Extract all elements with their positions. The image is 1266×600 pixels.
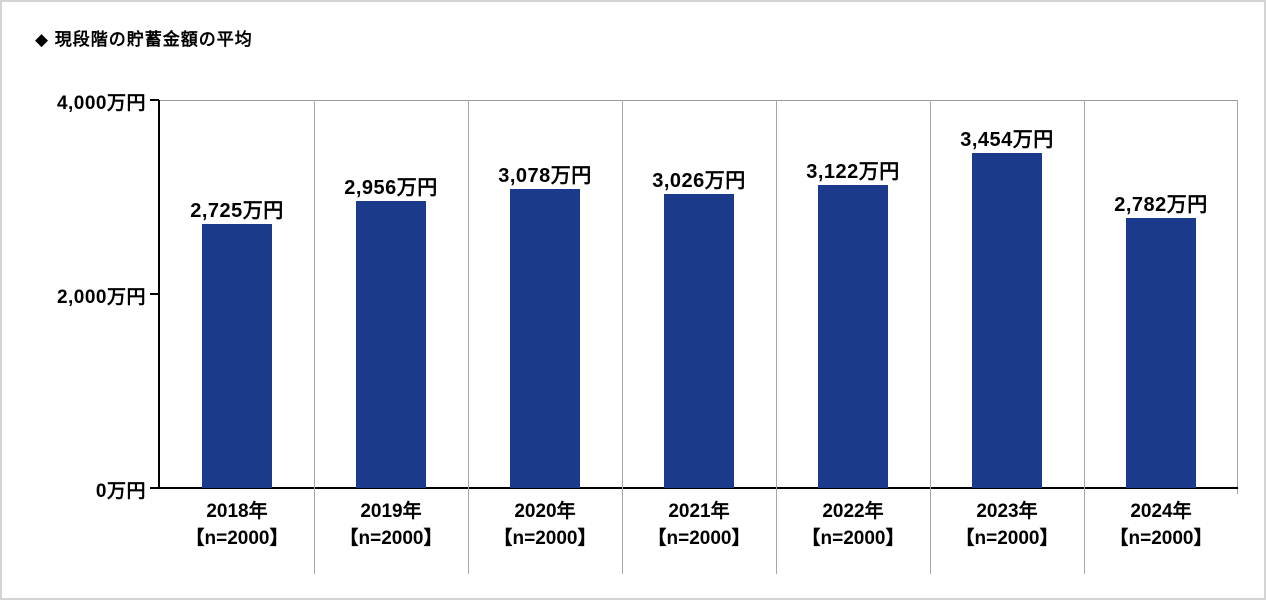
x-axis-label-sample-size: 【n=2000】	[647, 528, 751, 549]
x-axis-label-sample-size: 【n=2000】	[955, 528, 1059, 549]
y-axis-tick-label: 4,000万円	[56, 93, 146, 114]
x-axis-label-year: 2019年	[360, 501, 422, 522]
y-axis-tick	[150, 99, 159, 101]
x-axis-label-year: 2022年	[822, 501, 884, 522]
x-axis-label-year: 2023年	[976, 501, 1038, 522]
bar-value-label: 2,956万円	[344, 177, 438, 199]
x-axis-label: 2020年【n=2000】	[468, 498, 622, 552]
bar	[510, 189, 580, 488]
bar	[202, 224, 272, 488]
x-axis-label-sample-size: 【n=2000】	[339, 528, 443, 549]
chart-title: ◆ 現段階の貯蓄金額の平均	[35, 30, 253, 49]
x-axis-label: 2024年【n=2000】	[1084, 498, 1238, 552]
bar-value-label: 3,454万円	[960, 129, 1054, 151]
bar-value-label: 3,026万円	[652, 170, 746, 192]
column-divider	[1084, 100, 1085, 574]
x-axis-label-year: 2021年	[668, 501, 730, 522]
bar	[972, 153, 1042, 488]
x-axis-label: 2018年【n=2000】	[160, 498, 314, 552]
y-axis-tick	[150, 293, 159, 295]
bar	[1126, 218, 1196, 488]
y-axis-tick-label: 2,000万円	[56, 287, 146, 308]
bar	[818, 185, 888, 488]
column-divider	[468, 100, 469, 574]
bar-value-label: 2,782万円	[1114, 194, 1208, 216]
bar	[664, 194, 734, 488]
x-axis-label: 2019年【n=2000】	[314, 498, 468, 552]
y-axis-tick-label: 0万円	[95, 481, 146, 502]
x-axis-label-year: 2018年	[206, 501, 268, 522]
x-axis-label-sample-size: 【n=2000】	[1109, 528, 1213, 549]
x-axis-label-sample-size: 【n=2000】	[801, 528, 905, 549]
plot-right-border	[1237, 100, 1238, 494]
bar	[356, 201, 426, 488]
column-divider	[930, 100, 931, 574]
x-axis-label: 2022年【n=2000】	[776, 498, 930, 552]
column-divider	[776, 100, 777, 574]
x-axis-label-year: 2020年	[514, 501, 576, 522]
x-axis-label-year: 2024年	[1130, 501, 1192, 522]
y-axis-line	[158, 100, 160, 489]
column-divider	[622, 100, 623, 574]
bar-value-label: 3,122万円	[806, 161, 900, 183]
x-axis-label: 2021年【n=2000】	[622, 498, 776, 552]
bar-value-label: 3,078万円	[498, 165, 592, 187]
y-axis-tick	[150, 487, 159, 489]
x-axis-label-sample-size: 【n=2000】	[185, 528, 289, 549]
x-axis-label: 2023年【n=2000】	[930, 498, 1084, 552]
plot-top-border	[159, 100, 1238, 101]
x-axis-label-sample-size: 【n=2000】	[493, 528, 597, 549]
column-divider	[314, 100, 315, 574]
bar-value-label: 2,725万円	[190, 200, 284, 222]
x-axis-line	[158, 487, 1238, 489]
